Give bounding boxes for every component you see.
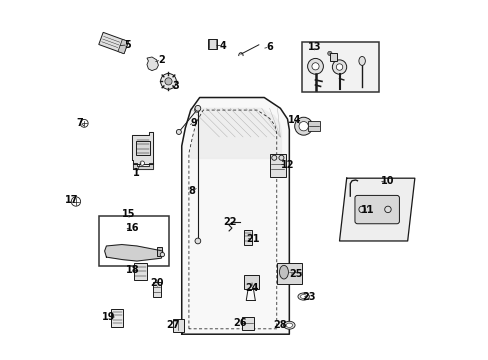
Text: 1: 1 [133,168,139,178]
Polygon shape [182,98,289,334]
FancyBboxPatch shape [99,32,128,54]
Text: 5: 5 [124,40,131,50]
Polygon shape [133,163,153,169]
Bar [244,275,258,289]
Text: 27: 27 [166,320,179,330]
Circle shape [71,197,81,206]
Bar [276,263,301,284]
Circle shape [294,117,312,135]
Circle shape [278,155,284,160]
Circle shape [358,206,365,213]
Bar [111,309,123,327]
Text: 20: 20 [150,278,164,288]
Circle shape [327,51,331,55]
Circle shape [160,73,176,89]
Text: 14: 14 [287,116,301,126]
Circle shape [195,238,201,244]
Text: 15: 15 [122,210,136,220]
Polygon shape [147,57,158,71]
Circle shape [164,78,172,85]
Bar [134,263,146,280]
Ellipse shape [279,265,288,279]
Circle shape [194,107,199,112]
Text: 23: 23 [302,292,315,302]
Circle shape [271,155,276,160]
Bar [244,230,251,244]
Text: 10: 10 [381,176,394,186]
Bar [301,42,378,92]
Circle shape [307,58,323,74]
Ellipse shape [358,57,365,66]
Text: 4: 4 [219,41,226,50]
Bar [152,282,160,297]
FancyBboxPatch shape [118,39,128,54]
Bar [207,39,216,49]
Circle shape [384,206,390,213]
Bar [99,216,169,266]
Text: 7: 7 [76,118,83,128]
Circle shape [80,120,88,127]
Bar [308,121,319,131]
Text: 24: 24 [245,283,258,293]
Text: 19: 19 [102,312,116,322]
Text: 25: 25 [289,269,303,279]
Bar [242,318,253,329]
Circle shape [195,105,201,111]
Circle shape [298,122,308,131]
Text: 3: 3 [172,81,178,91]
Text: 18: 18 [125,265,139,275]
Circle shape [336,64,342,70]
Text: 11: 11 [360,206,373,216]
Bar [157,247,162,256]
Text: 12: 12 [280,159,294,170]
Polygon shape [339,178,414,241]
Bar [329,53,336,61]
Circle shape [176,130,181,134]
Ellipse shape [285,323,292,327]
FancyBboxPatch shape [354,195,399,224]
Ellipse shape [283,321,294,329]
Polygon shape [131,132,153,164]
Ellipse shape [300,294,306,298]
Bar [269,154,285,177]
Text: 22: 22 [223,217,236,227]
Polygon shape [104,244,163,261]
Circle shape [311,63,319,70]
Text: 16: 16 [125,224,139,233]
Ellipse shape [297,293,309,300]
Text: 8: 8 [187,186,194,197]
Text: 6: 6 [265,42,272,52]
Text: 26: 26 [233,319,246,328]
Polygon shape [190,108,281,158]
Circle shape [160,252,164,257]
Bar [172,319,183,332]
Text: 9: 9 [190,118,197,128]
Circle shape [140,161,144,165]
Text: 2: 2 [158,55,164,65]
Text: 13: 13 [307,42,321,51]
Text: 21: 21 [246,234,260,244]
Text: 28: 28 [273,320,286,330]
Bar [136,140,149,155]
Circle shape [332,60,346,74]
Text: 17: 17 [65,195,78,206]
